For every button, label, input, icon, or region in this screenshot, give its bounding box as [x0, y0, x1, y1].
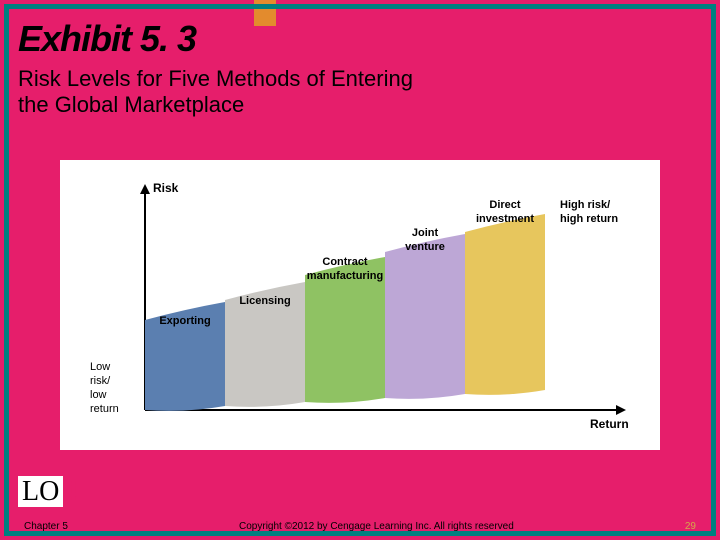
lo-prefix: LO — [18, 476, 63, 507]
subtitle-line2: the Global Marketplace — [18, 92, 244, 117]
svg-text:Low: Low — [90, 361, 110, 373]
slide-root: Exhibit 5. 3 Risk Levels for Five Method… — [0, 0, 720, 540]
chart-svg: Risk Return Low risk/low return High risk/hig… — [60, 160, 660, 450]
exhibit-title: Exhibit 5. 3 — [18, 18, 702, 60]
svg-text:Joint: Joint — [412, 227, 439, 239]
page-number: 29 — [685, 521, 696, 532]
svg-text:high return: high return — [560, 213, 618, 225]
svg-text:Return: Return — [590, 417, 629, 431]
chapter-label: Chapter 5 — [24, 521, 68, 532]
svg-text:Direct: Direct — [489, 199, 521, 211]
svg-text:Licensing: Licensing — [239, 295, 290, 307]
subtitle-line1: Risk Levels for Five Methods of Entering — [18, 66, 413, 91]
lo-badge: LO4 — [18, 476, 77, 508]
svg-text:High risk/: High risk/ — [560, 199, 610, 211]
subtitle: Risk Levels for Five Methods of Entering… — [18, 66, 702, 119]
svg-text:Exporting: Exporting — [159, 315, 210, 327]
svg-text:manufacturing: manufacturing — [307, 270, 383, 282]
svg-text:low: low — [90, 389, 107, 401]
footer: Chapter 5 Copyright ©2012 by Cengage Lea… — [0, 521, 720, 532]
copyright-text: Copyright ©2012 by Cengage Learning Inc.… — [239, 521, 514, 532]
svg-text:Contract: Contract — [322, 256, 368, 268]
svg-text:risk/: risk/ — [90, 375, 111, 387]
svg-text:venture: venture — [405, 241, 445, 253]
svg-text:investment: investment — [476, 213, 534, 225]
svg-text:return: return — [90, 403, 119, 415]
svg-text:Risk: Risk — [153, 181, 179, 195]
risk-return-chart: Risk Return Low risk/low return High risk/hig… — [60, 160, 660, 450]
lo-number: 4 — [63, 476, 77, 507]
title-block: Exhibit 5. 3 Risk Levels for Five Method… — [18, 18, 702, 119]
